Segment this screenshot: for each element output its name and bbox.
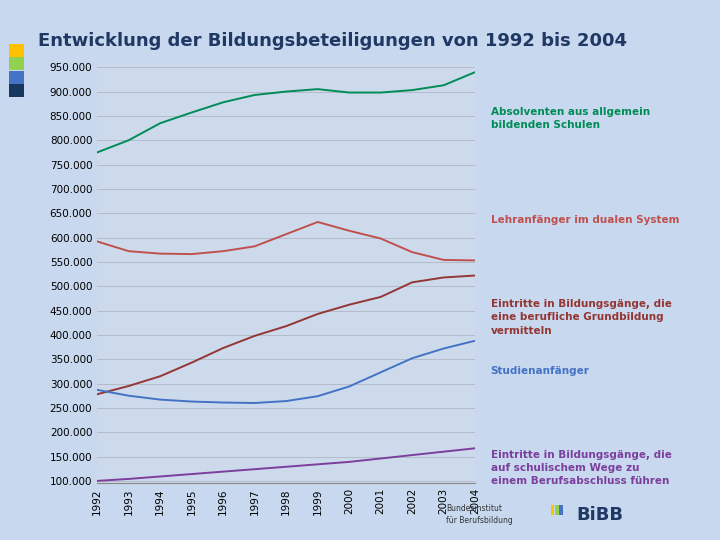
Text: Lehranfänger im dualen System: Lehranfänger im dualen System <box>490 215 679 226</box>
Bar <box>559 505 563 515</box>
Text: Eintritte in Bildungsgänge, die
auf schulischem Wege zu
einem Berufsabschluss fü: Eintritte in Bildungsgänge, die auf schu… <box>490 450 672 486</box>
Bar <box>555 505 559 515</box>
Text: Eintritte in Bildungsgänge, die
eine berufliche Grundbildung
vermitteln: Eintritte in Bildungsgänge, die eine ber… <box>490 299 672 335</box>
Text: Absolventen aus allgemein
bildenden Schulen: Absolventen aus allgemein bildenden Schu… <box>490 106 649 130</box>
Text: BiBB: BiBB <box>576 506 623 524</box>
Text: Studienanfänger: Studienanfänger <box>490 366 590 376</box>
Bar <box>551 505 554 515</box>
Text: Entwicklung der Bildungsbeteiligungen von 1992 bis 2004: Entwicklung der Bildungsbeteiligungen vo… <box>38 32 627 50</box>
Text: Bundesinstitut
für Berufsbildung: Bundesinstitut für Berufsbildung <box>446 504 513 525</box>
